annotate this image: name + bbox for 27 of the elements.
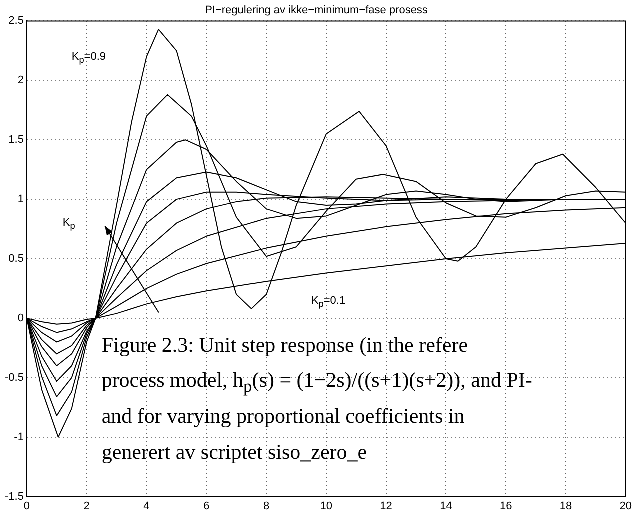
y-tick-label: -1.5	[4, 490, 24, 503]
annotation: generert av scriptet siso_zero_e	[102, 440, 368, 465]
y-tick-label: -0.5	[4, 372, 24, 384]
x-tick-label: 18	[560, 500, 572, 512]
x-tick-label: 14	[440, 500, 452, 512]
annotation: and for varying proportional coefficients in	[102, 404, 465, 430]
x-tick-label: 16	[500, 500, 512, 512]
y-tick-label: 0.5	[8, 253, 24, 266]
x-tick-label: 20	[620, 500, 632, 512]
x-tick-label: 10	[320, 500, 333, 512]
y-tick-label: 1.5	[8, 134, 24, 146]
annotation: Figure 2.3: Unit step response (in the refere	[102, 332, 468, 358]
y-tick-label: 2.5	[8, 15, 24, 28]
annotation: K$_{p}$	[62, 217, 76, 232]
chart-title: PI−regulering av ikke−minimum−fase prosess	[205, 4, 428, 17]
y-tick-label: -1	[14, 431, 24, 444]
x-tick-label: 6	[204, 500, 210, 512]
x-tick-label: 12	[380, 500, 392, 512]
annotation: process model, h$_{p}$(s) = (1−2s)/((s+1)(s+2)), and PI-	[102, 368, 532, 398]
y-tick-label: 0	[18, 312, 24, 324]
x-tick-label: 2	[84, 500, 90, 512]
x-tick-label: 4	[144, 500, 150, 512]
x-tick-label: 8	[263, 500, 270, 512]
annotation: K$_{p}$=0.1	[311, 294, 346, 309]
y-tick-label: 2	[18, 74, 24, 87]
y-tick-label: 1	[18, 194, 24, 206]
annotation: K$_{p}$=0.9	[72, 50, 106, 66]
